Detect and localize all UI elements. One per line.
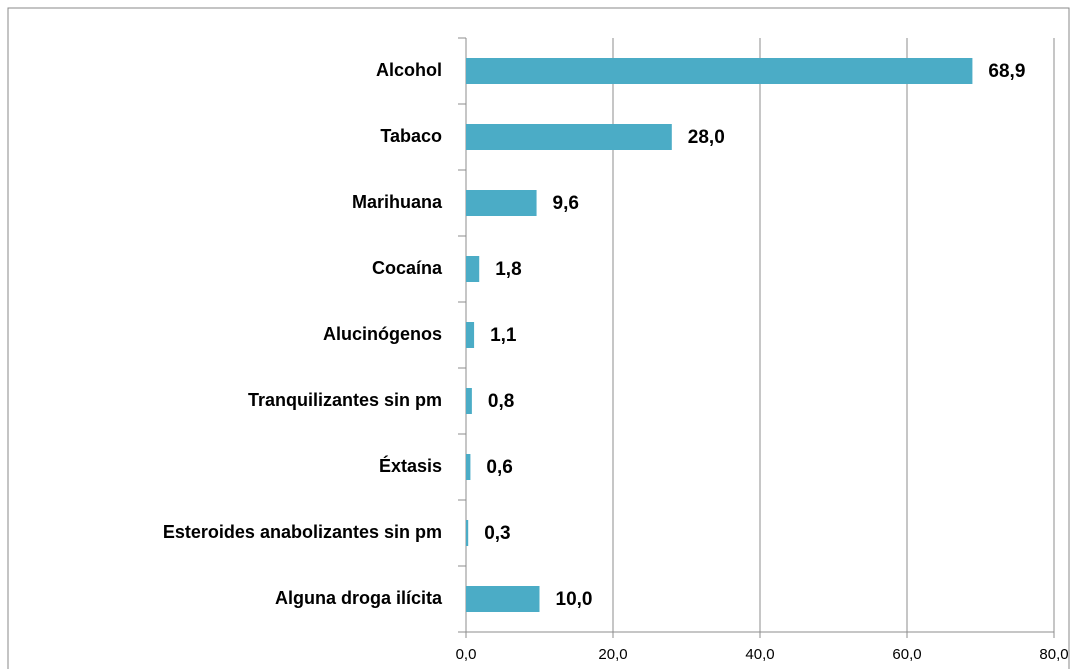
bar: [466, 322, 475, 348]
chart-frame: [7, 7, 1070, 669]
bar: [466, 586, 540, 612]
bar: [466, 58, 973, 84]
y-tick-label: Alcohol: [376, 60, 442, 80]
y-tick-label: Tranquilizantes sin pm: [248, 390, 442, 410]
bar: [466, 520, 469, 546]
y-tick-label: Esteroides anabolizantes sin pm: [163, 522, 442, 542]
y-tick-label: Alucinógenos: [323, 324, 442, 344]
value-label: 1,8: [495, 259, 521, 280]
bar: [466, 454, 471, 480]
y-tick-label: Cocaína: [372, 258, 443, 278]
x-tick-label: 40,0: [745, 646, 774, 663]
value-label: 10,0: [556, 589, 593, 610]
value-label: 0,3: [484, 523, 510, 544]
y-tick-label: Tabaco: [380, 126, 442, 146]
value-label: 28,0: [688, 127, 725, 148]
y-tick-label: Alguna droga ilícita: [275, 588, 443, 608]
bar: [466, 388, 472, 414]
x-tick-label: 0,0: [456, 646, 477, 663]
x-tick-label: 60,0: [892, 646, 921, 663]
bar: [466, 256, 480, 282]
value-label: 0,6: [486, 457, 512, 478]
x-tick-label: 20,0: [598, 646, 627, 663]
value-label: 9,6: [553, 193, 579, 214]
bar: [466, 190, 537, 216]
y-tick-label: Éxtasis: [379, 455, 442, 476]
x-tick-label: 80,0: [1039, 646, 1068, 663]
y-tick-label: Marihuana: [352, 192, 443, 212]
value-label: 0,8: [488, 391, 514, 412]
value-label: 68,9: [988, 61, 1025, 82]
value-label: 1,1: [490, 325, 517, 346]
bar: [466, 124, 672, 150]
